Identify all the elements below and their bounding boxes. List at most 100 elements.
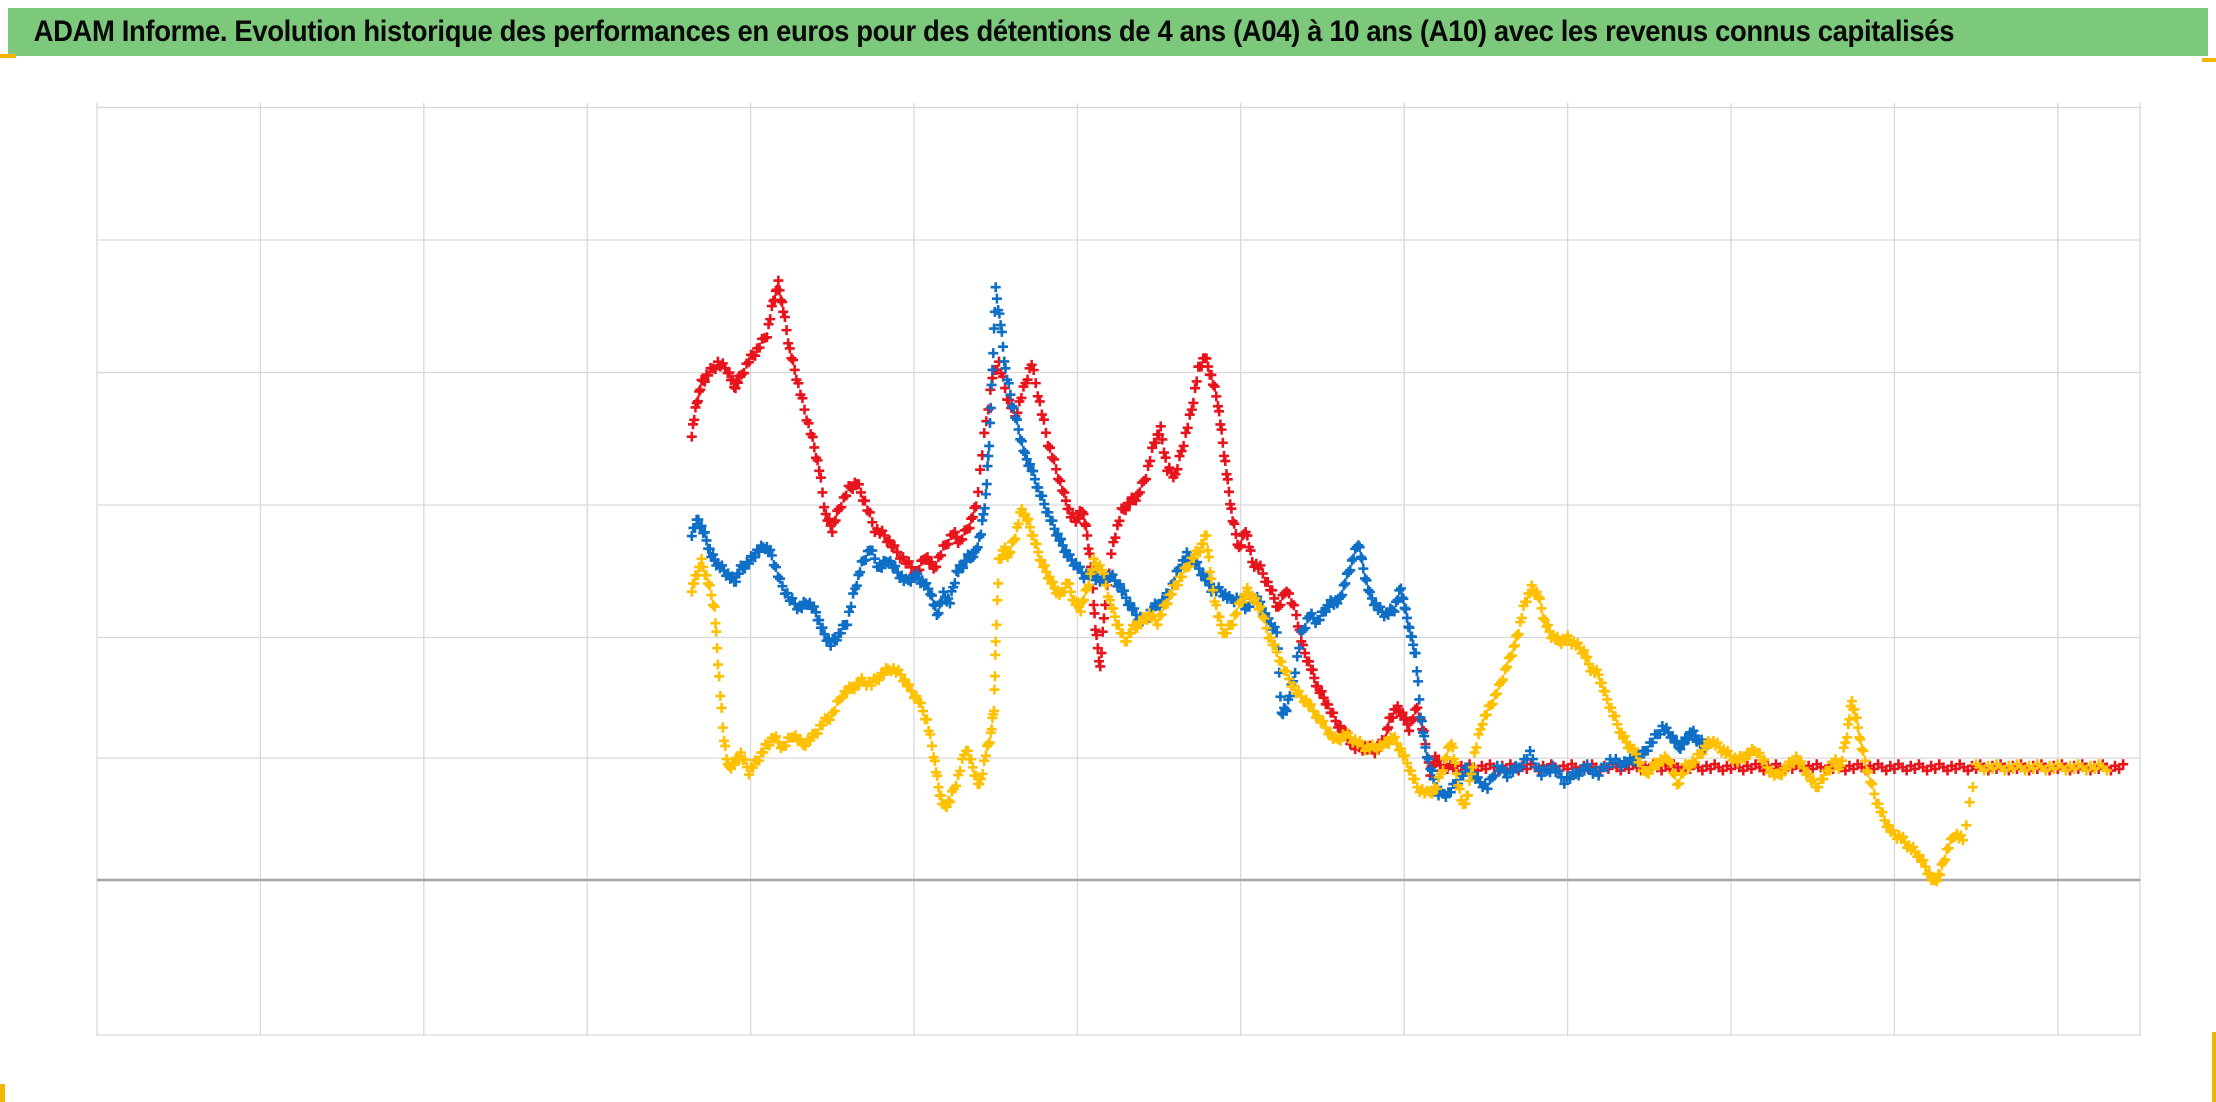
data-point — [1172, 464, 1183, 475]
data-point — [1077, 596, 1088, 607]
data-point — [1214, 406, 1225, 417]
data-point — [1262, 576, 1273, 587]
data-point — [774, 285, 785, 296]
data-point — [814, 615, 825, 626]
data-point — [921, 578, 932, 589]
data-point — [1428, 773, 1439, 784]
data-point — [1527, 754, 1538, 765]
data-point — [1170, 469, 1181, 480]
data-point — [979, 427, 990, 438]
data-point — [975, 464, 986, 475]
data-point — [1565, 773, 1576, 784]
title-bar: ADAM Informe. Evolution historique des p… — [8, 8, 2208, 56]
data-point — [1209, 381, 1220, 392]
data-point — [1358, 563, 1369, 574]
data-point — [1242, 530, 1253, 541]
data-point — [1041, 566, 1052, 577]
data-point — [1015, 434, 1026, 445]
data-point — [1328, 707, 1339, 718]
data-point — [1029, 474, 1040, 485]
data-point — [1141, 474, 1152, 485]
data-point — [943, 538, 954, 549]
data-point — [1404, 622, 1415, 633]
data-point — [1665, 758, 1676, 769]
data-point — [1011, 414, 1022, 425]
data-point — [1467, 762, 1478, 773]
data-point — [730, 576, 741, 587]
data-point — [709, 601, 720, 612]
data-point — [1074, 561, 1085, 572]
data-point — [926, 590, 937, 601]
data-point — [778, 306, 789, 317]
data-point — [1118, 585, 1129, 596]
data-point — [1003, 548, 1014, 559]
data-point — [1316, 686, 1327, 697]
data-point — [1525, 745, 1536, 756]
data-point — [1399, 714, 1410, 725]
data-point — [1412, 702, 1423, 713]
data-point — [1271, 627, 1282, 638]
data-point — [1533, 762, 1544, 773]
data-point — [1016, 504, 1027, 514]
data-point — [1313, 711, 1324, 722]
data-point — [1211, 600, 1222, 611]
data-point — [1539, 615, 1550, 626]
data-point — [1431, 783, 1442, 794]
data-point — [900, 674, 911, 685]
data-point — [781, 325, 792, 336]
data-point — [1030, 378, 1041, 389]
data-point — [1440, 754, 1451, 765]
data-point — [905, 576, 916, 587]
data-point — [750, 552, 761, 563]
data-point — [986, 379, 997, 390]
data-point — [780, 740, 791, 751]
data-point — [1513, 629, 1524, 640]
data-point — [1013, 518, 1024, 529]
data-point — [1441, 752, 1452, 763]
data-point — [1958, 835, 1969, 846]
data-point — [1914, 850, 1925, 861]
data-point — [1631, 749, 1642, 760]
data-point — [1028, 466, 1039, 477]
data-point — [1383, 722, 1394, 733]
data-point — [1559, 778, 1570, 789]
data-point — [712, 643, 723, 654]
data-point — [1395, 743, 1406, 754]
data-point — [1502, 772, 1513, 783]
data-point — [1410, 774, 1421, 785]
data-point — [980, 750, 991, 761]
data-point — [1859, 755, 1870, 766]
data-point — [765, 314, 776, 325]
data-point — [1157, 434, 1168, 445]
data-point — [1343, 566, 1354, 577]
data-point — [812, 728, 823, 739]
data-point — [1851, 712, 1862, 723]
data-point — [1308, 706, 1319, 717]
data-point — [788, 355, 799, 366]
data-point — [1410, 648, 1421, 659]
data-point — [994, 308, 1005, 319]
data-point — [1340, 578, 1351, 589]
data-point — [1005, 546, 1016, 557]
data-series-layer — [686, 275, 2129, 887]
data-point — [1309, 672, 1320, 683]
data-point — [1507, 767, 1518, 778]
data-point — [981, 479, 992, 490]
data-point — [974, 779, 985, 790]
data-point — [750, 350, 761, 361]
data-point — [1438, 765, 1449, 776]
series-3 — [686, 504, 2112, 887]
data-point — [1223, 486, 1234, 497]
data-point — [922, 714, 933, 725]
data-point — [1867, 779, 1878, 790]
data-point — [1593, 669, 1604, 680]
data-point — [1023, 460, 1034, 471]
data-point — [1038, 414, 1049, 425]
data-point — [1045, 442, 1056, 453]
data-point — [1602, 762, 1613, 773]
data-point — [1516, 762, 1527, 773]
data-point — [1420, 742, 1431, 753]
data-point — [1813, 782, 1824, 793]
data-point — [720, 740, 731, 751]
data-point — [1325, 727, 1336, 738]
